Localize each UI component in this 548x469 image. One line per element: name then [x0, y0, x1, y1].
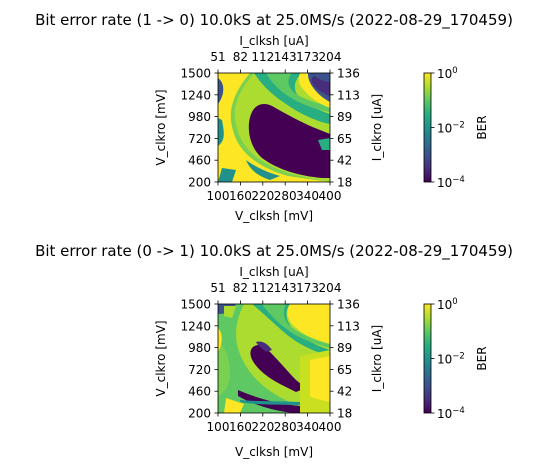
y2-tick-label: 65: [337, 363, 352, 377]
x-tick-label: 400: [319, 189, 342, 203]
y-tick-label: 200: [188, 407, 211, 421]
colorbar-tick-label: 10−2: [437, 352, 465, 367]
x-tick-label: 280: [274, 189, 297, 203]
x-axis-label-1: V_clksh [mV]: [235, 209, 313, 223]
y2-axis-label-2: I_clkro [uA]: [370, 325, 384, 392]
y-axis-left-1: 200 460 720 980 1240 1500 V_clkro [mV]: [154, 67, 218, 190]
colorbar-label-1: BER: [475, 115, 489, 139]
heatmap-image-1: [218, 73, 330, 182]
x2-tick-label: 173: [296, 50, 319, 64]
y-tick-label: 200: [188, 176, 211, 190]
y2-tick-label: 18: [337, 407, 352, 421]
x-tick-label: 160: [229, 189, 252, 203]
x-tick-label: 280: [274, 420, 297, 434]
x-tick-label: 340: [296, 420, 319, 434]
x-tick-label: 340: [296, 189, 319, 203]
x2-tick-label: 204: [319, 281, 342, 295]
x2-tick-label: 204: [319, 50, 342, 64]
heatmap-panel-2: Bit error rate (0 -> 1) 10.0kS at 25.0MS…: [35, 242, 513, 459]
y-axis-left-2: 200 460 720 980 1240 1500 V_clkro [mV]: [154, 298, 218, 421]
y2-tick-label: 89: [337, 110, 352, 124]
y-axis-right-2: 18 42 65 89 113 136 I_clkro [uA]: [330, 298, 384, 421]
y2-tick-label: 113: [337, 319, 360, 333]
y-tick-label: 980: [188, 110, 211, 124]
heatmap-image-2: [218, 304, 330, 413]
y-tick-label: 460: [188, 385, 211, 399]
y-tick-label: 1240: [180, 319, 211, 333]
x2-axis-label-1: I_clksh [uA]: [239, 34, 308, 48]
y2-tick-label: 65: [337, 132, 352, 146]
chart-title-1: Bit error rate (1 -> 0) 10.0kS at 25.0MS…: [35, 11, 513, 30]
y-tick-label: 460: [188, 154, 211, 168]
chart-title-2: Bit error rate (0 -> 1) 10.0kS at 25.0MS…: [35, 242, 513, 261]
x-tick-label: 160: [229, 420, 252, 434]
x2-tick-label: 51: [210, 50, 225, 64]
x2-tick-label: 112: [251, 281, 274, 295]
x-tick-label: 400: [319, 420, 342, 434]
x2-tick-label: 82: [233, 281, 248, 295]
colorbar-tick-label: 10−4: [437, 175, 465, 190]
x-axis-top-1: 51 82 112 143 173 204: [210, 50, 341, 73]
colorbar-label-2: BER: [475, 346, 489, 370]
y2-tick-label: 42: [337, 154, 352, 168]
y2-tick-label: 18: [337, 176, 352, 190]
y-axis-label-1: V_clkro [mV]: [154, 89, 168, 165]
colorbar-tick-label: 100: [437, 297, 458, 312]
x2-tick-label: 112: [251, 50, 274, 64]
y2-axis-label-1: I_clkro [uA]: [370, 94, 384, 161]
x2-axis-label-2: I_clksh [uA]: [239, 265, 308, 279]
x2-tick-label: 82: [233, 50, 248, 64]
y2-tick-label: 136: [337, 298, 360, 312]
y-tick-label: 1500: [180, 67, 211, 81]
x-tick-label: 220: [251, 189, 274, 203]
y2-tick-label: 42: [337, 385, 352, 399]
heatmap-panel-1: Bit error rate (1 -> 0) 10.0kS at 25.0MS…: [35, 11, 513, 223]
y2-tick-label: 136: [337, 67, 360, 81]
x-tick-label: 100: [207, 420, 230, 434]
y-tick-label: 1500: [180, 298, 211, 312]
x2-tick-label: 143: [274, 281, 297, 295]
x2-tick-label: 51: [210, 281, 225, 295]
x2-tick-label: 143: [274, 50, 297, 64]
y-axis-right-1: 18 42 65 89 113 136 I_clkro [uA]: [330, 67, 384, 190]
colorbar-2: 100 10−2 10−4 BER: [423, 297, 489, 421]
x-tick-label: 100: [207, 189, 230, 203]
y-tick-label: 1240: [180, 88, 211, 102]
y-tick-label: 720: [188, 363, 211, 377]
colorbar-1: 100 10−2 10−4 BER: [423, 66, 489, 190]
y-tick-label: 720: [188, 132, 211, 146]
x-axis-bottom-2: 100 160 220 280 340 400 V_clksh [mV]: [207, 413, 342, 459]
colorbar-tick-label: 10−2: [437, 121, 465, 136]
x2-tick-label: 173: [296, 281, 319, 295]
x-axis-top-2: 51 82 112 143 173 204: [210, 281, 341, 304]
y2-tick-label: 113: [337, 88, 360, 102]
y-axis-label-2: V_clkro [mV]: [154, 320, 168, 396]
x-tick-label: 220: [251, 420, 274, 434]
x-axis-label-2: V_clksh [mV]: [235, 445, 313, 459]
y-tick-label: 980: [188, 341, 211, 355]
colorbar-tick-label: 10−4: [437, 406, 465, 421]
y2-tick-label: 89: [337, 341, 352, 355]
colorbar-tick-label: 100: [437, 66, 458, 81]
x-axis-bottom-1: 100 160 220 280 340 400 V_clksh [mV]: [207, 182, 342, 223]
